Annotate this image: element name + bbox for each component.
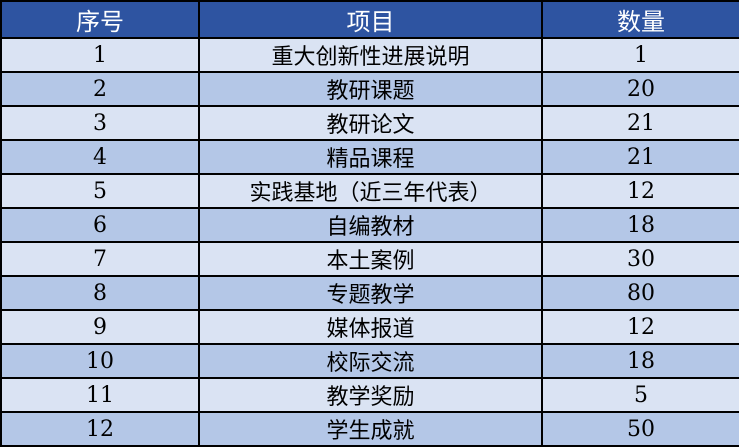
cell-index: 8 bbox=[0, 275, 200, 311]
cell-item: 教学奖励 bbox=[198, 377, 543, 413]
cell-count: 1 bbox=[541, 37, 739, 73]
cell-count: 21 bbox=[541, 139, 739, 175]
cell-count: 5 bbox=[541, 377, 739, 413]
cell-count: 20 bbox=[541, 71, 739, 107]
cell-count: 21 bbox=[541, 105, 739, 141]
cell-item: 本土案例 bbox=[198, 241, 543, 277]
table-row: 8 专题教学 80 bbox=[0, 275, 739, 311]
header-item: 项目 bbox=[198, 0, 543, 39]
cell-index: 11 bbox=[0, 377, 200, 413]
header-count: 数量 bbox=[541, 0, 739, 39]
cell-count: 12 bbox=[541, 173, 739, 209]
cell-item: 学生成就 bbox=[198, 411, 543, 447]
cell-item: 精品课程 bbox=[198, 139, 543, 175]
cell-item: 媒体报道 bbox=[198, 309, 543, 345]
cell-item: 教研论文 bbox=[198, 105, 543, 141]
cell-item: 自编教材 bbox=[198, 207, 543, 243]
cell-item: 重大创新性进展说明 bbox=[198, 37, 543, 73]
table-row: 11 教学奖励 5 bbox=[0, 377, 739, 413]
cell-index: 9 bbox=[0, 309, 200, 345]
table-row: 5 实践基地（近三年代表） 12 bbox=[0, 173, 739, 209]
cell-count: 50 bbox=[541, 411, 739, 447]
cell-index: 6 bbox=[0, 207, 200, 243]
cell-count: 30 bbox=[541, 241, 739, 277]
cell-count: 18 bbox=[541, 207, 739, 243]
cell-count: 12 bbox=[541, 309, 739, 345]
cell-item: 专题教学 bbox=[198, 275, 543, 311]
cell-index: 12 bbox=[0, 411, 200, 447]
cell-index: 4 bbox=[0, 139, 200, 175]
cell-count: 18 bbox=[541, 343, 739, 379]
table-row: 2 教研课题 20 bbox=[0, 71, 739, 107]
table-row: 10 校际交流 18 bbox=[0, 343, 739, 379]
cell-count: 80 bbox=[541, 275, 739, 311]
header-row: 序号 项目 数量 bbox=[0, 0, 739, 39]
cell-index: 5 bbox=[0, 173, 200, 209]
table-row: 6 自编教材 18 bbox=[0, 207, 739, 243]
table-row: 4 精品课程 21 bbox=[0, 139, 739, 175]
header-index: 序号 bbox=[0, 0, 200, 39]
table-row: 7 本土案例 30 bbox=[0, 241, 739, 277]
cell-item: 实践基地（近三年代表） bbox=[198, 173, 543, 209]
cell-index: 10 bbox=[0, 343, 200, 379]
cell-item: 教研课题 bbox=[198, 71, 543, 107]
table-row: 3 教研论文 21 bbox=[0, 105, 739, 141]
cell-index: 3 bbox=[0, 105, 200, 141]
table-row: 9 媒体报道 12 bbox=[0, 309, 739, 345]
cell-index: 1 bbox=[0, 37, 200, 73]
table-row: 12 学生成就 50 bbox=[0, 411, 739, 447]
table-row: 1 重大创新性进展说明 1 bbox=[0, 37, 739, 73]
cell-index: 2 bbox=[0, 71, 200, 107]
cell-index: 7 bbox=[0, 241, 200, 277]
cell-item: 校际交流 bbox=[198, 343, 543, 379]
